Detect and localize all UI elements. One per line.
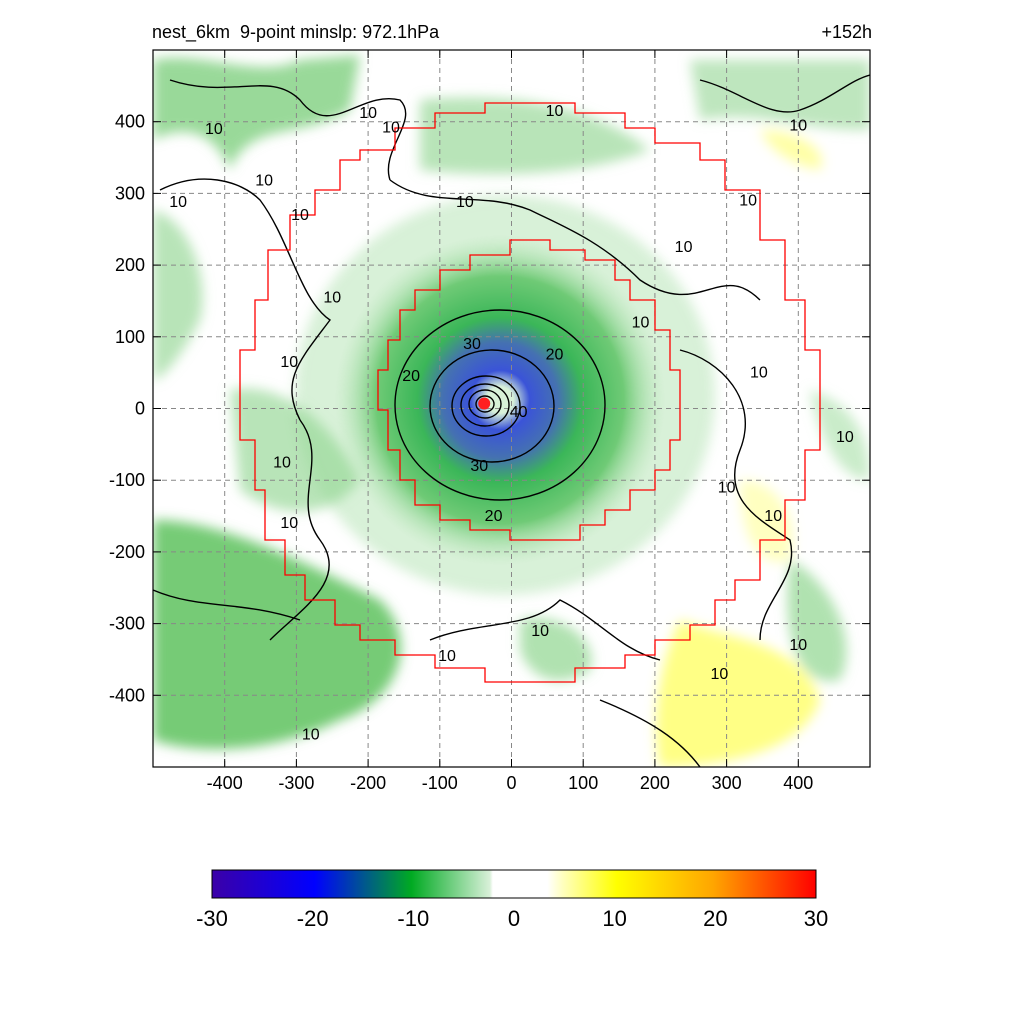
x-tick-label: 0 [506, 773, 516, 793]
y-tick-label: -300 [109, 614, 145, 634]
x-tick-label: -300 [278, 773, 314, 793]
y-tick-label: -100 [109, 470, 145, 490]
contour-label: 10 [531, 623, 549, 640]
contour-label: 10 [546, 103, 564, 120]
x-tick-label: 200 [640, 773, 670, 793]
contour-label: 10 [632, 314, 650, 331]
contour-label: 20 [402, 368, 420, 385]
contour-label: 10 [836, 429, 854, 446]
contour-labels: 10 10 10 10 10 10 10 10 10 10 10 10 10 10 10 10 10 10 10 10… [169, 103, 854, 744]
contour-label: 10 [789, 637, 807, 654]
colorbar-tick-label: -30 [196, 906, 228, 931]
contour-label: 10 [169, 194, 187, 211]
storm-center-marker [478, 397, 491, 410]
x-tick-label: 100 [568, 773, 598, 793]
colorbar-tick-label: -10 [397, 906, 429, 931]
x-tick-label: -200 [350, 773, 386, 793]
x-tick-label: -100 [422, 773, 458, 793]
colorbar-tick-label: 20 [703, 906, 727, 931]
contour-label: 10 [280, 515, 298, 532]
contour-label: 10 [750, 365, 768, 382]
y-axis: 400 300 200 100 0 -100 -200 -300 -400 [109, 112, 870, 705]
y-tick-label: 100 [115, 327, 145, 347]
contour-label: 10 [255, 172, 273, 189]
contour-label: 10 [789, 117, 807, 134]
y-tick-label: -400 [109, 685, 145, 705]
contour-label: 30 [470, 458, 488, 475]
colorbar-tick-label: 10 [602, 906, 626, 931]
contour-label: 10 [323, 289, 341, 306]
grid-lines [153, 50, 870, 767]
y-tick-label: 200 [115, 255, 145, 275]
y-tick-label: -200 [109, 542, 145, 562]
colorbar-tick-label: 0 [508, 906, 520, 931]
contour-label: 40 [510, 404, 528, 421]
y-tick-label: 300 [115, 183, 145, 203]
colorbar: -30 -20 -10 0 10 20 30 [196, 869, 828, 931]
contour-label: 10 [739, 193, 757, 210]
contour-label: 10 [302, 727, 320, 744]
contour-label: 30 [463, 336, 481, 353]
contour-label: 10 [359, 105, 377, 122]
contour-label: 10 [280, 354, 298, 371]
contour-label: 20 [485, 508, 503, 525]
colorbar-tick-label: -20 [297, 906, 329, 931]
chart-title: nest_6km 9-point minslp: 972.1hPa [152, 22, 440, 42]
shaded-field [153, 55, 870, 767]
y-tick-label: 0 [135, 399, 145, 419]
contour-label: 10 [273, 454, 291, 471]
x-axis: -400 -300 -200 -100 0 100 200 300 400 [207, 50, 813, 793]
colorbar-ramp [211, 869, 817, 899]
contour-label: 10 [382, 119, 400, 136]
contour-label: 10 [711, 666, 729, 683]
x-tick-label: -400 [207, 773, 243, 793]
contour-label: 10 [205, 121, 223, 138]
x-tick-label: 400 [783, 773, 813, 793]
x-tick-label: 300 [712, 773, 742, 793]
contour-label: 10 [291, 207, 309, 224]
forecast-hour-label: +152h [821, 22, 872, 42]
contour-label: 10 [718, 479, 736, 496]
contour-lines [153, 74, 870, 767]
contour-label: 20 [546, 347, 564, 364]
colorbar-tick-label: 30 [804, 906, 828, 931]
inner-domain-boundary [377, 239, 681, 541]
nest-domain-boundary [239, 102, 821, 683]
contour-label: 10 [438, 648, 456, 665]
y-tick-label: 400 [115, 112, 145, 132]
contour-label: 10 [675, 239, 693, 256]
contour-label: 10 [764, 508, 782, 525]
colorbar-ticks: -30 -20 -10 0 10 20 30 [196, 906, 828, 931]
contour-label: 10 [456, 194, 474, 211]
